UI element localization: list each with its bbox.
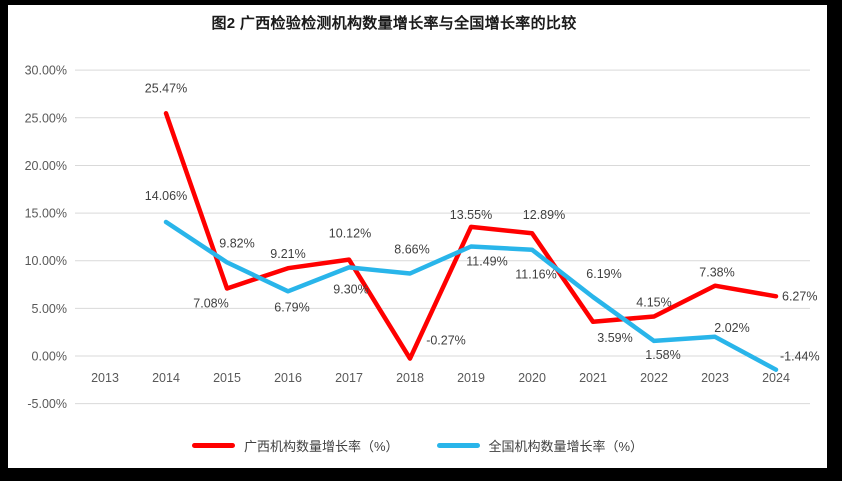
series-line-1 — [163, 219, 779, 372]
series-line-0 — [163, 111, 779, 361]
data-label-series-1: 9.82% — [219, 236, 254, 250]
y-tick-label: 0.00% — [32, 350, 67, 364]
data-label-series-0: 3.59% — [597, 331, 632, 345]
x-tick-label: 2018 — [396, 371, 424, 385]
legend-item-guangxi: 广西机构数量增长率（%） — [191, 436, 399, 455]
y-tick-label: 30.00% — [25, 64, 67, 78]
legend-item-national: 全国机构数量增长率（%） — [436, 436, 644, 455]
y-tick-label: 20.00% — [25, 159, 67, 173]
data-label-series-1: 8.66% — [394, 242, 429, 256]
data-label-series-0: 9.21% — [270, 247, 305, 261]
data-label-series-1: 6.79% — [274, 300, 309, 314]
x-tick-label: 2020 — [518, 371, 546, 385]
x-tick-label: 2017 — [335, 371, 363, 385]
data-label-series-0: 13.55% — [450, 208, 492, 222]
data-label-series-1: 11.49% — [466, 255, 507, 269]
y-tick-label: 15.00% — [25, 207, 67, 221]
x-tick-label: 2022 — [640, 371, 668, 385]
chart-legend: 广西机构数量增长率（%） 全国机构数量增长率（%） — [8, 435, 827, 455]
y-tick-label: -5.00% — [27, 397, 67, 411]
data-label-series-0: 10.12% — [329, 227, 371, 241]
data-label-series-1: 11.16% — [515, 268, 556, 282]
y-tick-label: 5.00% — [32, 302, 67, 316]
chart-title: 图2 广西检验检测机构数量增长率与全国增长率的比较 — [211, 15, 577, 32]
data-label-series-1: -1.44% — [780, 350, 820, 364]
data-label-series-1: 1.58% — [645, 348, 680, 362]
x-tick-label: 2014 — [152, 371, 180, 385]
data-label-series-0: 12.89% — [523, 208, 565, 222]
legend-label-national: 全国机构数量增长率（%） — [488, 438, 644, 454]
x-tick-label: 2015 — [213, 371, 241, 385]
data-label-series-0: -0.27% — [426, 334, 466, 348]
growth-rate-line-chart: 30.00% 25.00% 20.00% 15.00% 10.00% 5.00% 0.00%… — [25, 64, 820, 411]
data-label-series-1: 9.30% — [333, 282, 368, 296]
data-label-series-1: 2.02% — [714, 321, 749, 335]
x-tick-label: 2024 — [762, 371, 790, 385]
x-tick-label: 2019 — [457, 371, 485, 385]
y-tick-label: 10.00% — [25, 254, 67, 268]
data-label-series-0: 7.38% — [699, 266, 734, 280]
data-label-series-0: 4.15% — [636, 295, 671, 309]
data-label-series-0: 25.47% — [145, 81, 187, 95]
y-tick-label: 25.00% — [25, 111, 67, 125]
data-label-series-1: 6.19% — [586, 267, 621, 281]
legend-swatch-national-blue-line — [436, 442, 480, 448]
data-label-series-1: 14.06% — [145, 189, 187, 203]
x-tick-label: 2016 — [274, 371, 302, 385]
chart-canvas: 图2 广西检验检测机构数量增长率与全国增长率的比较 30.00% 25.00% 20… — [8, 5, 827, 468]
x-tick-label: 2021 — [579, 371, 607, 385]
x-tick-label: 2013 — [91, 371, 119, 385]
data-label-series-0: 7.08% — [193, 297, 228, 311]
legend-label-guangxi: 广西机构数量增长率（%） — [243, 438, 399, 454]
legend-swatch-guangxi-red-line — [191, 442, 235, 448]
x-tick-label: 2023 — [701, 371, 729, 385]
data-label-series-0: 6.27% — [782, 289, 817, 303]
